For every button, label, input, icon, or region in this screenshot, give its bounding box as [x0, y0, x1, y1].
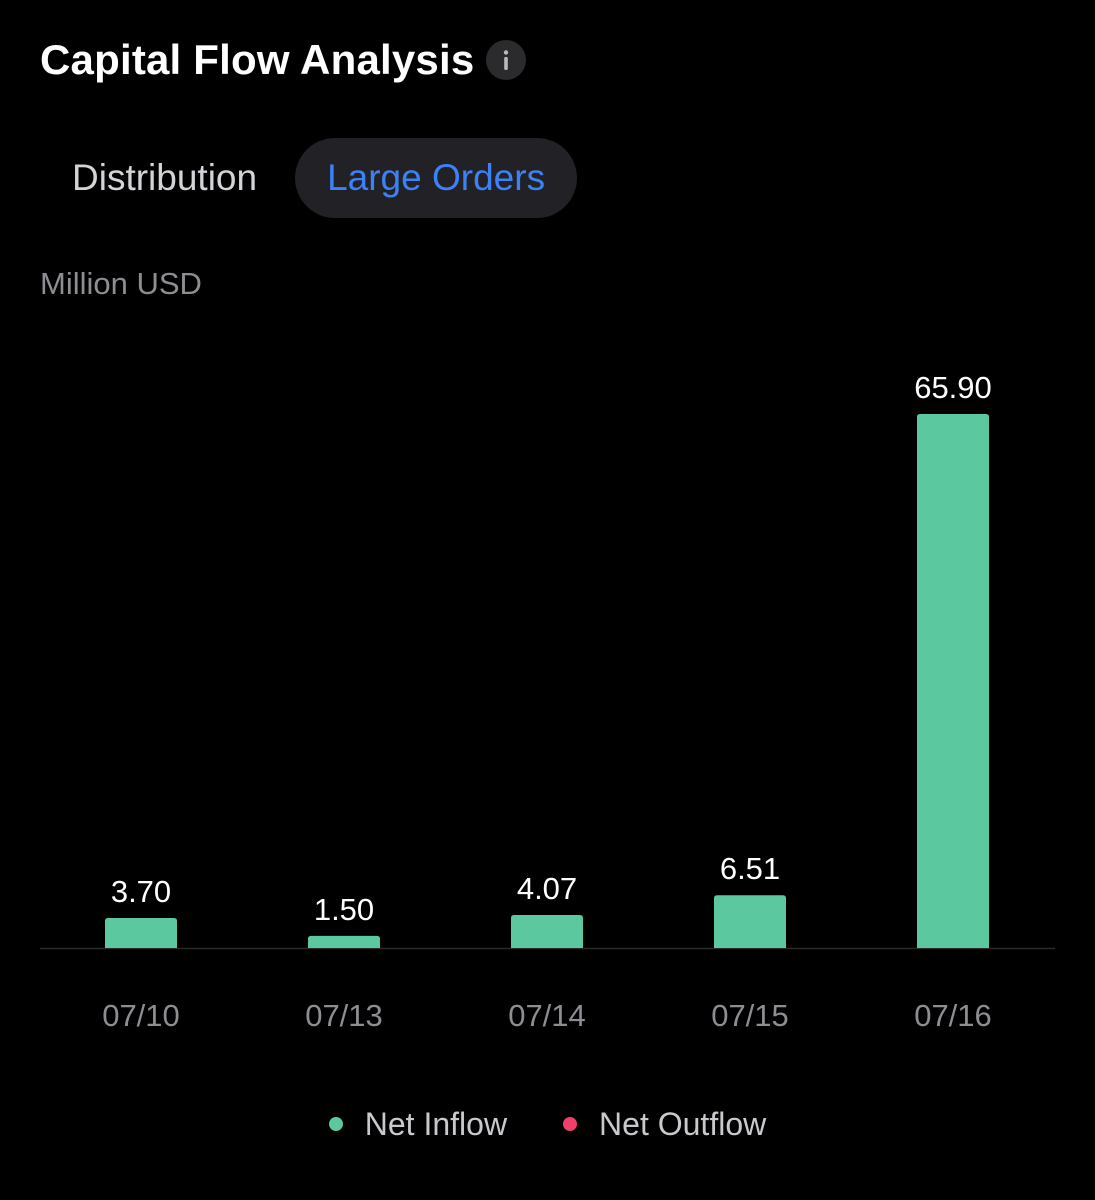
legend-label-net-outflow: Net Outflow [599, 1105, 767, 1142]
legend-dot-outflow [563, 1117, 578, 1131]
tab-distribution[interactable]: Distribution [72, 157, 258, 198]
data-label-07-16: 65.90 [914, 370, 992, 405]
bar-07-10[interactable] [105, 918, 177, 948]
bar-07-16[interactable] [917, 414, 989, 948]
legend-item-net-outflow[interactable]: Net Outflow [563, 1106, 766, 1143]
data-label-07-15: 6.51 [720, 851, 780, 886]
bar-07-15[interactable] [714, 895, 786, 948]
tab-large-orders[interactable]: Large Orders [295, 138, 578, 218]
bar-07-13[interactable] [308, 935, 380, 948]
x-tick-label-07-16: 07/16 [914, 998, 992, 1033]
legend-label-net-inflow: Net Inflow [364, 1105, 508, 1142]
x-tick-label-07-15: 07/15 [711, 998, 789, 1033]
info-icon-glyph [504, 50, 509, 70]
x-tick-label-07-10: 07/10 [102, 998, 180, 1033]
data-label-07-13: 1.50 [314, 892, 374, 927]
data-label-07-14: 4.07 [517, 871, 577, 906]
y-axis-unit-label: Million USD [40, 266, 202, 301]
x-tick-label-07-13: 07/13 [305, 998, 383, 1033]
legend-item-net-inflow[interactable]: Net Inflow [328, 1105, 508, 1143]
tab-bar: Distribution Large Orders [40, 138, 578, 218]
bar-chart: 3.70 07/10 1.50 07/13 4.07 07/14 6.51 07/15 65.9… [40, 370, 1055, 1033]
chart-legend: Net Inflow Net Outflow [0, 1100, 1095, 1148]
data-label-07-10: 3.70 [111, 874, 171, 909]
info-icon[interactable] [486, 40, 527, 80]
legend-dot-inflow [328, 1117, 343, 1131]
bar-07-14[interactable] [511, 915, 583, 948]
x-tick-label-07-14: 07/14 [508, 998, 586, 1033]
chart-header: Capital Flow Analysis [40, 32, 527, 88]
page-title: Capital Flow Analysis [40, 36, 475, 83]
